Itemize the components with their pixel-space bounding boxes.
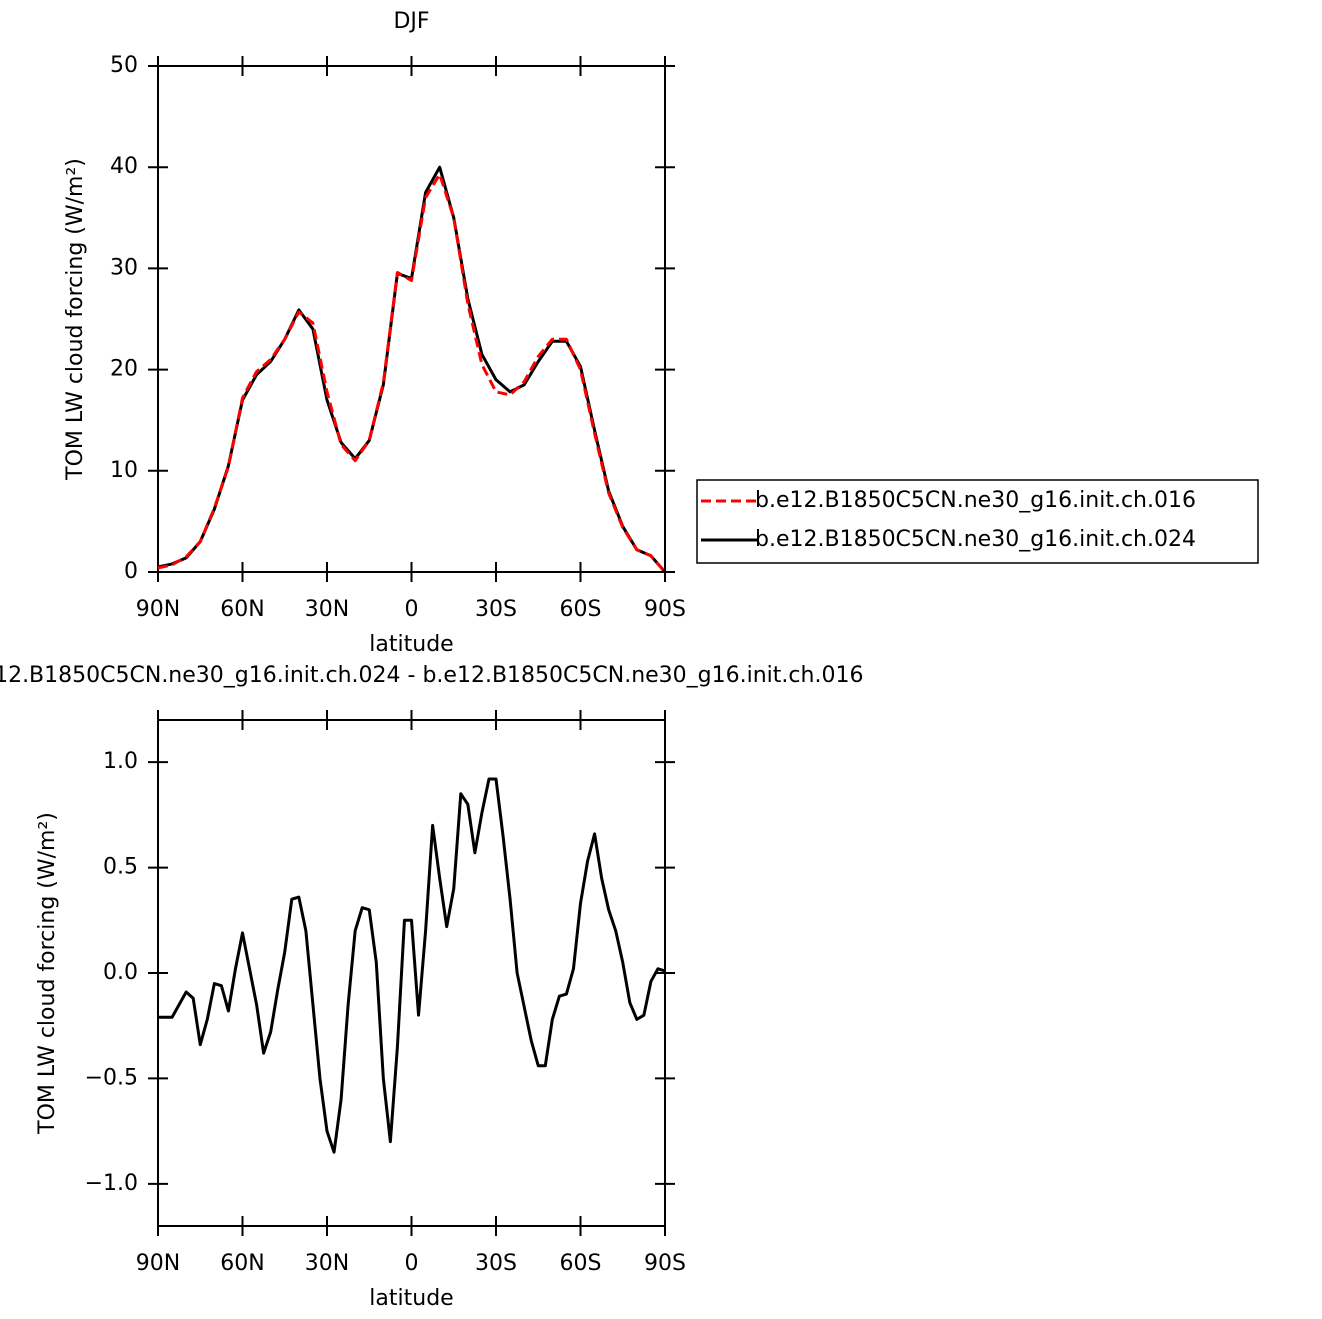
x-tick-label: 60S: [560, 597, 602, 622]
x-axis-label: latitude: [369, 1286, 453, 1311]
data-line: [157, 172, 667, 573]
x-tick-label: 90S: [644, 1251, 686, 1276]
x-tick-label: 30S: [475, 1251, 517, 1276]
y-tick-label: 50: [110, 53, 138, 78]
y-tick-label: 30: [110, 255, 138, 280]
x-tick-label: 0: [405, 597, 419, 622]
x-tick-label: 60N: [220, 597, 264, 622]
x-tick-label: 30N: [305, 597, 349, 622]
y-tick-label: 40: [110, 154, 138, 179]
y-tick-label: 10: [110, 458, 138, 483]
chart-title: b.e12.B1850C5CN.ne30_g16.init.ch.024 - b…: [0, 663, 863, 688]
legend-label: b.e12.B1850C5CN.ne30_g16.init.ch.024: [755, 527, 1196, 552]
y-tick-label: 0: [124, 559, 138, 584]
chart-title: DJF: [393, 9, 429, 34]
x-tick-label: 90N: [136, 597, 180, 622]
y-axis-label: TOM LW cloud forcing (W/m²): [35, 812, 60, 1135]
y-tick-label: 0.0: [103, 960, 138, 985]
y-tick-label: −1.0: [85, 1171, 138, 1196]
x-tick-label: 90S: [644, 597, 686, 622]
x-tick-label: 90N: [136, 1251, 180, 1276]
y-tick-label: −0.5: [85, 1065, 138, 1090]
data-line: [157, 165, 667, 573]
legend-label: b.e12.B1850C5CN.ne30_g16.init.ch.016: [755, 488, 1196, 513]
plot-frame: [157, 719, 666, 1227]
x-tick-label: 30N: [305, 1251, 349, 1276]
x-tick-label: 60S: [560, 1251, 602, 1276]
y-axis-label: TOM LW cloud forcing (W/m²): [63, 158, 88, 481]
x-axis-label: latitude: [369, 632, 453, 657]
data-line: [158, 777, 666, 1154]
y-tick-label: 20: [110, 357, 138, 382]
y-tick-label: 1.0: [103, 749, 138, 774]
plot-frame: [157, 65, 666, 573]
x-tick-label: 60N: [220, 1251, 264, 1276]
legend-box: [696, 479, 1259, 564]
y-tick-label: 0.5: [103, 855, 138, 880]
x-tick-label: 0: [405, 1251, 419, 1276]
x-tick-label: 30S: [475, 597, 517, 622]
